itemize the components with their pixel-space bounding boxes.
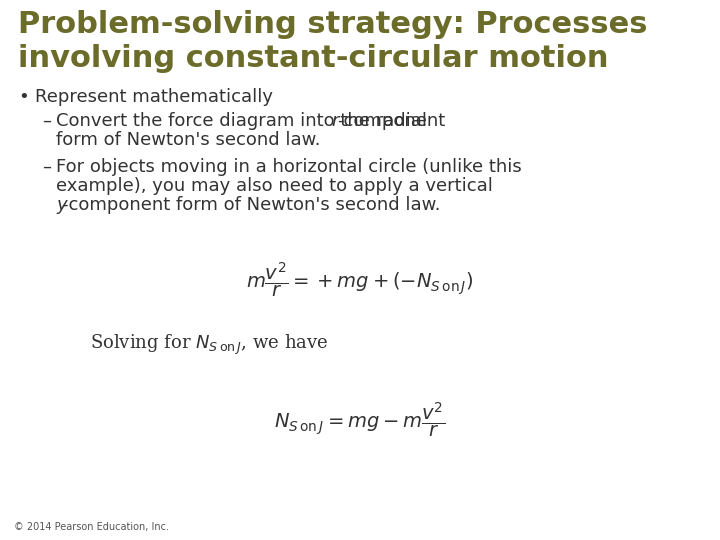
Text: Convert the force diagram into the radial: Convert the force diagram into the radia… xyxy=(56,112,433,130)
Text: -component form of Newton's second law.: -component form of Newton's second law. xyxy=(62,196,441,214)
Text: Problem-solving strategy: Processes: Problem-solving strategy: Processes xyxy=(18,10,647,39)
Text: For objects moving in a horizontal circle (unlike this: For objects moving in a horizontal circl… xyxy=(56,158,522,176)
Text: © 2014 Pearson Education, Inc.: © 2014 Pearson Education, Inc. xyxy=(14,522,169,532)
Text: form of Newton's second law.: form of Newton's second law. xyxy=(56,131,320,149)
Text: –: – xyxy=(42,112,51,130)
Text: involving constant-circular motion: involving constant-circular motion xyxy=(18,44,608,73)
Text: y: y xyxy=(56,196,67,214)
Text: Solving for $N_{S\,\mathrm{on}\,J}$, we have: Solving for $N_{S\,\mathrm{on}\,J}$, we … xyxy=(90,333,328,357)
Text: example), you may also need to apply a vertical: example), you may also need to apply a v… xyxy=(56,177,493,195)
Text: -component: -component xyxy=(337,112,445,130)
Text: $N_{S\,\mathrm{on}\,J} = mg - m\dfrac{v^2}{r}$: $N_{S\,\mathrm{on}\,J} = mg - m\dfrac{v^… xyxy=(274,401,446,440)
Text: r: r xyxy=(331,112,338,130)
Text: Represent mathematically: Represent mathematically xyxy=(35,88,273,106)
Text: $m\dfrac{v^2}{r} = +mg + \left(-N_{S\,\mathrm{on}\,J}\right)$: $m\dfrac{v^2}{r} = +mg + \left(-N_{S\,\m… xyxy=(246,260,474,300)
Text: •: • xyxy=(18,88,29,106)
Text: –: – xyxy=(42,158,51,176)
